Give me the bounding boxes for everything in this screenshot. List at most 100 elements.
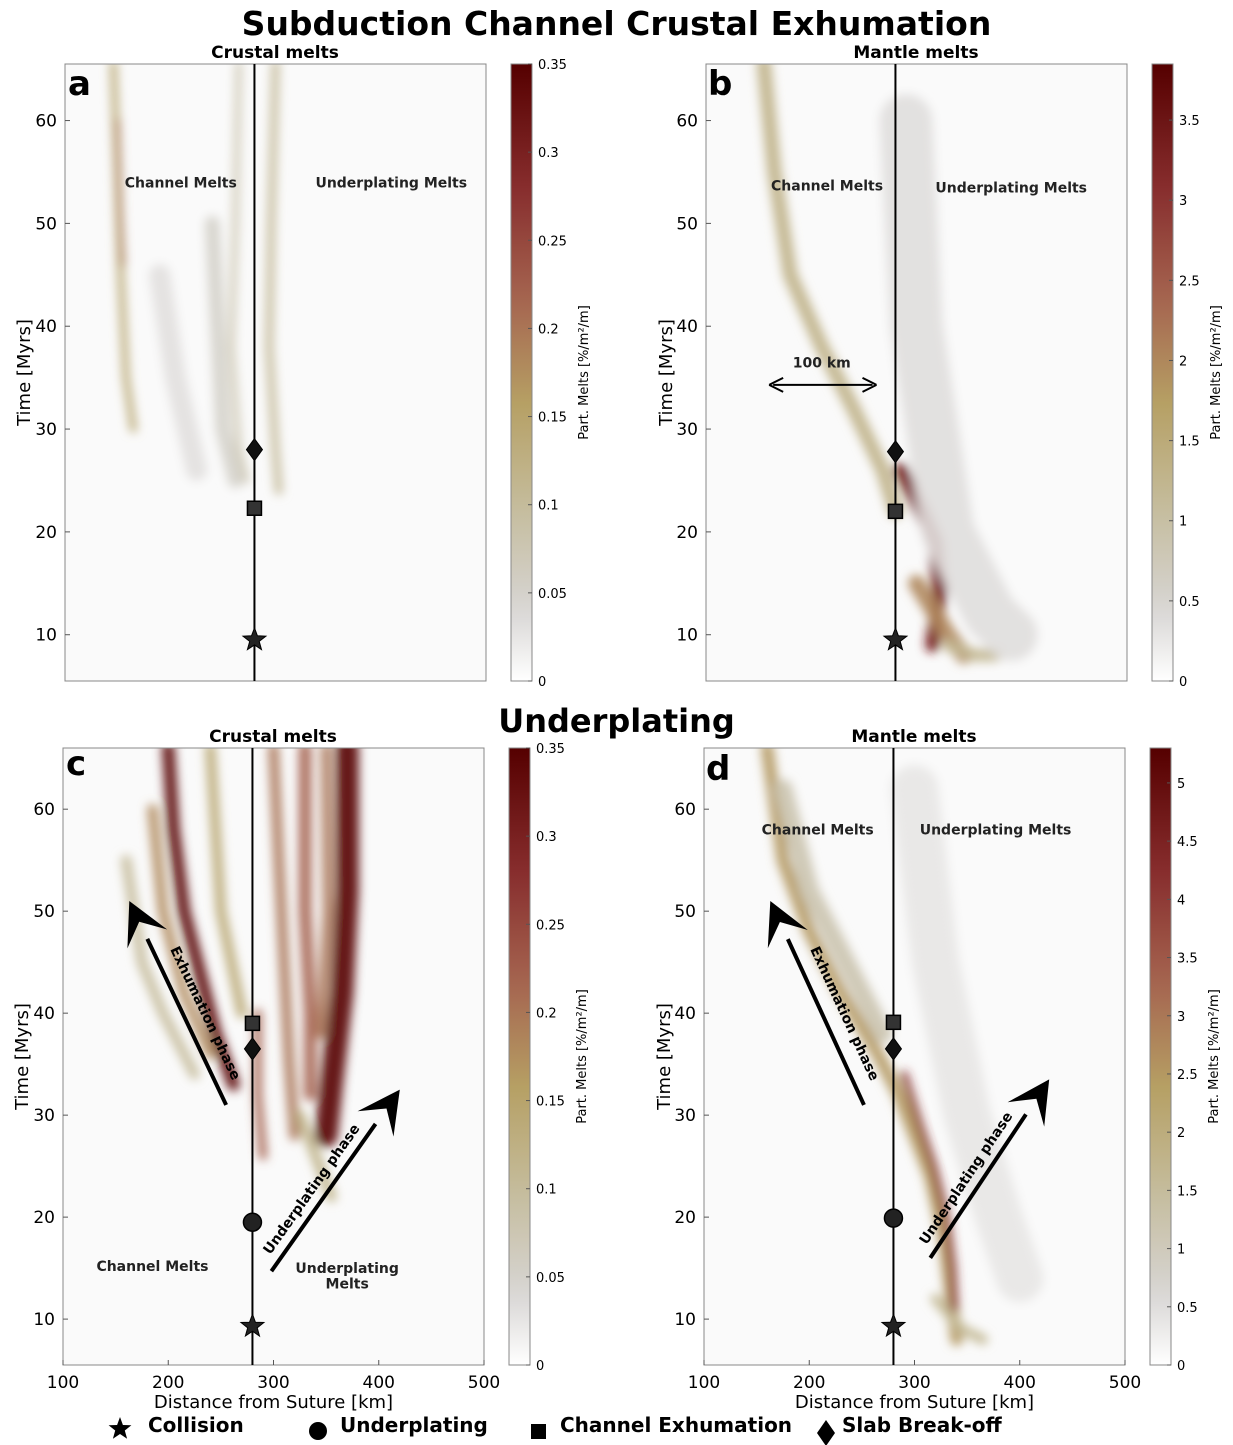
channel-exhumation-marker bbox=[244, 1015, 261, 1032]
phase-arrow-head bbox=[1007, 1079, 1050, 1127]
colorbar-tick-label: 0.25 bbox=[538, 234, 567, 249]
x-tick-label: 500 bbox=[468, 1373, 500, 1393]
colorbar-tick-label: 0 bbox=[538, 675, 546, 690]
melt-band bbox=[941, 638, 1002, 662]
axes-frame bbox=[705, 63, 1128, 682]
y-tick-label: 60 bbox=[674, 800, 696, 820]
channel-exhumation-marker bbox=[885, 1014, 902, 1031]
phase-arrow-head bbox=[357, 1089, 400, 1137]
phase-arrow-shaft bbox=[269, 1122, 378, 1273]
colorbar-tick-label: 3 bbox=[1177, 1010, 1185, 1025]
axes-frame bbox=[64, 63, 487, 682]
heatmap-layer bbox=[109, 64, 283, 495]
annotation-label: Underplating Melts bbox=[315, 175, 467, 191]
y-tick-label: 10 bbox=[33, 1310, 55, 1330]
y-axis-label: Time [Myrs] bbox=[12, 1003, 33, 1111]
y-tick-label: 50 bbox=[35, 214, 57, 234]
collision-marker bbox=[239, 1312, 266, 1338]
phase-arrow-head bbox=[767, 901, 808, 949]
melt-band bbox=[756, 64, 903, 519]
panel-letter: b bbox=[708, 64, 732, 104]
y-tick-label: 40 bbox=[35, 317, 57, 337]
colorbar-tick-label: 0.05 bbox=[536, 1271, 565, 1286]
x-tick-label: 100 bbox=[47, 1373, 79, 1393]
channel-exhumation-marker bbox=[887, 503, 904, 520]
y-tick-label: 30 bbox=[674, 1106, 696, 1126]
colorbar-tick-label: 4.5 bbox=[1177, 835, 1198, 850]
colorbar-tick-label: 2.5 bbox=[1177, 1068, 1198, 1083]
panel-letter: a bbox=[68, 64, 91, 104]
colorbar-tick-label: 0.2 bbox=[536, 1006, 557, 1021]
panel-a: 10 20 30 40 50 60 Time [Myrs] Crustal melts a Cha… bbox=[14, 43, 592, 690]
y-tick-label: 10 bbox=[674, 1310, 696, 1330]
legend-channel-exhumation: Channel Exhumation bbox=[560, 1413, 792, 1437]
colorbar-tick-label: 3 bbox=[1179, 194, 1187, 209]
colorbar-tick-label: 0.5 bbox=[1177, 1301, 1198, 1316]
colorbar-tick-label: 0 bbox=[1177, 1359, 1185, 1374]
collision-marker bbox=[880, 1312, 907, 1338]
colorbar-tick-label: 3.5 bbox=[1177, 952, 1198, 967]
legend-diamond-icon bbox=[817, 1420, 835, 1445]
colorbar-tick-label: 0.1 bbox=[536, 1183, 557, 1198]
heatmap-layer bbox=[760, 748, 1044, 1346]
melt-band bbox=[314, 748, 359, 1148]
melt-band bbox=[147, 803, 216, 1060]
y-tick-label: 30 bbox=[33, 1106, 55, 1126]
legend-underplating: Underplating bbox=[340, 1413, 488, 1437]
y-tick-label: 50 bbox=[676, 214, 698, 234]
y-tick-label: 40 bbox=[674, 1004, 696, 1024]
colorbar-label: Part. Melts [%/m²/m] bbox=[1209, 305, 1224, 440]
colorbar-tick-label: 2.5 bbox=[1179, 274, 1200, 289]
colorbar bbox=[1151, 63, 1174, 682]
colorbar-tick-label: 0.25 bbox=[536, 918, 565, 933]
annotation-label: Channel Melts bbox=[771, 178, 883, 194]
colorbar-tick-label: 4 bbox=[1177, 893, 1185, 908]
melt-band bbox=[115, 118, 125, 267]
melt-band bbox=[298, 748, 317, 1101]
melt-band bbox=[268, 748, 300, 1141]
annotation-label: Underplating Melts bbox=[920, 823, 1072, 839]
melt-band bbox=[315, 748, 334, 1039]
slab-breakoff-marker bbox=[245, 437, 264, 462]
panel-letter: d bbox=[706, 749, 730, 789]
colorbar-tick-label: 0.5 bbox=[1179, 595, 1200, 610]
colorbar bbox=[510, 63, 533, 682]
annotation-label: Channel Melts bbox=[96, 1259, 208, 1275]
slab-breakoff-marker bbox=[884, 1037, 903, 1061]
y-axis-label: Time [Myrs] bbox=[654, 1003, 675, 1111]
colorbar-tick-label: 0 bbox=[536, 1359, 544, 1374]
y-tick-label: 60 bbox=[33, 800, 55, 820]
annotation-label: Underplating Melts bbox=[935, 181, 1087, 197]
melt-band bbox=[149, 264, 208, 481]
underplating-marker bbox=[883, 1208, 904, 1228]
colorbar-tick-label: 0.35 bbox=[536, 742, 565, 757]
y-tick-label: 40 bbox=[33, 1004, 55, 1024]
colorbar-tick-label: 0.3 bbox=[538, 146, 559, 161]
legend-collision: Collision bbox=[148, 1413, 244, 1437]
melt-band bbox=[162, 748, 240, 1091]
melt-band bbox=[205, 748, 248, 1019]
melt-band bbox=[879, 94, 1038, 661]
colorbar-tick-label: 0.35 bbox=[538, 58, 567, 73]
colorbar-tick-label: 0.1 bbox=[538, 499, 559, 514]
slab-breakoff-marker bbox=[886, 439, 905, 464]
panel-title: Crustal melts bbox=[209, 727, 337, 747]
colorbar-tick-label: 1.5 bbox=[1179, 435, 1200, 450]
colorbar-tick-label: 2 bbox=[1179, 354, 1187, 369]
y-axis-label: Time [Myrs] bbox=[656, 319, 677, 427]
melt-band bbox=[204, 216, 243, 488]
x-tick-label: 100 bbox=[688, 1373, 720, 1393]
colorbar bbox=[1149, 747, 1172, 1366]
colorbar-tick-label: 0 bbox=[1179, 675, 1187, 690]
y-tick-label: 20 bbox=[35, 523, 57, 543]
phase-arrow-shaft bbox=[786, 938, 866, 1106]
colorbar-tick-label: 1.5 bbox=[1177, 1184, 1198, 1199]
underplating-marker bbox=[242, 1212, 263, 1232]
scalebar-arrowhead-right bbox=[862, 376, 877, 393]
collision-marker bbox=[241, 626, 268, 651]
panel-letter: c bbox=[66, 744, 86, 784]
colorbar-tick-label: 0.05 bbox=[538, 587, 567, 602]
